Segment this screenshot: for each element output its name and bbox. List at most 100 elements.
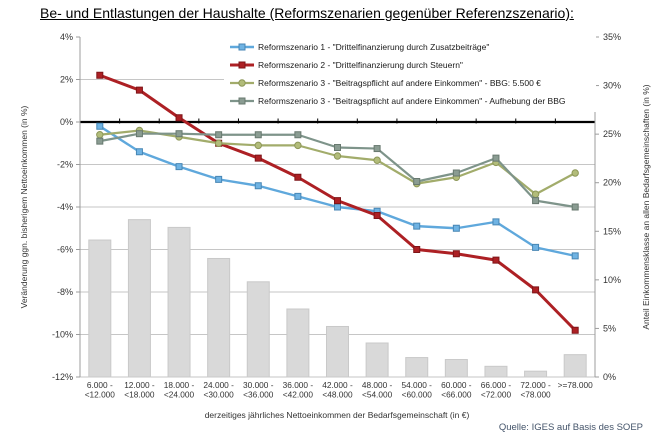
marker-series-1: [215, 175, 223, 183]
right-axis-tick-label: 20%: [603, 178, 621, 188]
marker-series-2: [96, 71, 104, 79]
marker-series-2: [294, 173, 302, 181]
legend-item-label: Reformszenario 3 - "Beitragspflicht auf …: [258, 78, 541, 88]
bar: [88, 239, 112, 378]
marker-series-1: [175, 163, 183, 171]
category-label: 42.000 -<48.000: [322, 380, 353, 400]
marker-series-1: [294, 192, 302, 200]
category-label: 24.000 -<30.000: [203, 380, 234, 400]
marker-series-2: [492, 256, 500, 264]
right-axis-tick-label: 10%: [603, 275, 621, 285]
marker-series-4: [254, 131, 262, 139]
legend-marker: [238, 61, 246, 69]
marker-series-3: [333, 152, 342, 160]
marker-series-1: [135, 148, 143, 156]
marker-series-1: [452, 224, 460, 232]
marker-series-4: [492, 154, 500, 162]
legend-item-label: Reformszenario 1 - "Drittelfinanzierung …: [258, 42, 489, 52]
marker-series-1: [334, 203, 341, 211]
marker-series-3: [214, 139, 223, 147]
bar: [405, 357, 429, 378]
marker-series-2: [413, 246, 421, 253]
legend-background: [224, 36, 596, 112]
legend-marker: [238, 97, 246, 105]
left-axis-title: Veränderung ggn. bisherigem Nettoeinkomm…: [19, 105, 29, 308]
category-label: 30.000 -<36.000: [243, 380, 274, 400]
marker-series-2: [135, 86, 143, 94]
category-label: 6.000 -<12.000: [85, 380, 116, 400]
legend-marker: [238, 79, 246, 87]
marker-series-2: [571, 326, 579, 334]
left-axis-tick-label: -10%: [52, 330, 73, 340]
bar: [207, 257, 231, 378]
category-label: 48.000 -<54.000: [362, 380, 393, 400]
marker-series-1: [492, 218, 500, 226]
category-label: 54.000 -<60.000: [402, 380, 433, 400]
marker-series-4: [294, 131, 302, 139]
right-axis-tick-label: 25%: [603, 129, 621, 139]
right-axis-tick-label: 30%: [603, 81, 621, 91]
marker-series-1: [96, 122, 104, 130]
marker-series-1: [532, 243, 540, 251]
left-axis-tick-label: 4%: [60, 32, 73, 42]
bar: [286, 308, 310, 378]
bar: [167, 226, 191, 378]
bar: [563, 354, 587, 378]
marker-series-1: [254, 182, 262, 190]
legend-marker: [238, 43, 246, 51]
marker-series-3: [531, 190, 540, 198]
category-label: >=78.000: [558, 380, 593, 390]
right-axis-tick-label: 35%: [603, 32, 621, 42]
marker-series-4: [452, 169, 460, 177]
marker-series-4: [215, 131, 223, 139]
left-axis-tick-label: 0%: [60, 117, 73, 127]
marker-series-2: [532, 286, 540, 294]
marker-series-3: [294, 141, 302, 150]
right-axis-tick-label: 5%: [603, 323, 616, 333]
marker-series-4: [135, 130, 143, 138]
marker-series-4: [373, 145, 381, 153]
marker-series-4: [334, 144, 341, 151]
marker-series-4: [96, 137, 104, 145]
marker-series-2: [452, 250, 460, 258]
x-axis-title: derzeitiges jährliches Nettoeinkommen de…: [205, 410, 470, 420]
marker-series-3: [571, 169, 579, 177]
category-label: 18.000 -<24.000: [164, 380, 195, 400]
bar: [365, 342, 389, 378]
left-axis-tick-label: -8%: [57, 287, 73, 297]
left-axis-tick-label: -12%: [52, 372, 73, 382]
marker-series-3: [96, 131, 104, 139]
right-axis-title: Anteil Einkommensklasse an allen Bedarfs…: [641, 84, 651, 329]
right-axis-tick-label: 15%: [603, 226, 621, 236]
bar: [484, 365, 508, 378]
bar: [326, 325, 349, 378]
marker-series-2: [175, 114, 183, 122]
bar: [444, 359, 468, 378]
category-label: 72.000 -<78.000: [520, 380, 551, 400]
legend-item-label: Reformszenario 3 - "Beitragspflicht auf …: [258, 96, 565, 106]
marker-series-2: [334, 197, 341, 205]
left-axis-tick-label: -2%: [57, 160, 73, 170]
marker-series-1: [571, 252, 579, 260]
category-label: 66.000 -<72.000: [481, 380, 512, 400]
marker-series-4: [413, 178, 421, 185]
marker-series-3: [373, 156, 381, 164]
marker-series-4: [175, 130, 183, 138]
marker-series-3: [254, 141, 262, 150]
category-label: 36.000 -<42.000: [283, 380, 314, 400]
source-note: Quelle: IGES auf Basis des SOEP: [499, 422, 643, 433]
bar: [524, 370, 548, 378]
legend-item-label: Reformszenario 2 - "Drittelfinanzierung …: [258, 60, 463, 70]
marker-series-4: [571, 203, 579, 211]
chart-title: Be- und Entlastungen der Haushalte (Refo…: [40, 5, 574, 21]
left-axis-tick-label: -6%: [57, 245, 73, 255]
marker-series-2: [373, 212, 381, 219]
marker-series-1: [413, 222, 421, 230]
marker-series-4: [532, 197, 540, 205]
left-axis-tick-label: -4%: [57, 202, 73, 212]
left-axis-tick-label: 2%: [60, 75, 73, 85]
category-label: 12.000 -<18.000: [124, 380, 155, 400]
marker-series-2: [254, 154, 262, 162]
